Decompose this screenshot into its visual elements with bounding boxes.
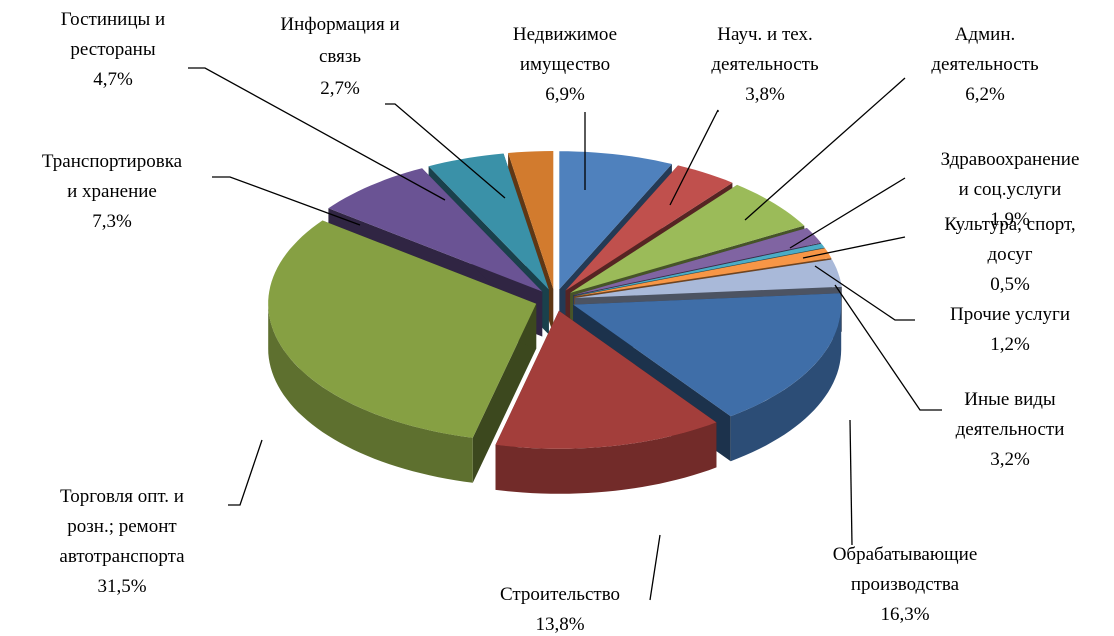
label-line: Иные виды	[964, 389, 1056, 410]
slice-label: Транспортировка и хранение	[42, 151, 183, 202]
slice-top	[268, 220, 537, 438]
slice-top	[570, 184, 805, 293]
slice-top	[508, 151, 554, 289]
label-line: Админ.	[955, 24, 1016, 45]
leader-line	[649, 534, 661, 601]
slice-wall	[472, 303, 537, 483]
value-label: 1,2%	[990, 334, 1030, 355]
label-line: Науч. и тех.	[717, 24, 812, 45]
leader-line	[744, 77, 906, 221]
value-label: 3,8%	[745, 84, 785, 105]
slice-top	[559, 151, 672, 290]
value-label: 13,8%	[535, 614, 584, 635]
slice-top	[495, 310, 717, 449]
label-line: деятельности	[956, 419, 1065, 440]
label-line: Гостиницы и	[61, 9, 165, 30]
leader-line	[228, 439, 263, 506]
label-line: деятельность	[931, 54, 1039, 75]
leader-line	[802, 236, 906, 259]
slice-top	[565, 165, 733, 291]
slice-label: Обрабатывающие производства	[833, 544, 978, 595]
leader-line	[849, 419, 853, 546]
leader-line	[789, 177, 906, 249]
slice-label: Строительство	[500, 584, 620, 605]
label-line: досуг	[987, 244, 1032, 265]
label-line: розн.; ремонт	[67, 516, 177, 537]
label-line: и хранение	[67, 181, 157, 202]
value-label: 4,7%	[93, 69, 133, 90]
leader-line	[212, 176, 361, 226]
slice-side	[730, 304, 842, 462]
slice	[495, 310, 717, 494]
slice-top	[574, 259, 842, 298]
label-line: Прочие услуги	[950, 304, 1070, 325]
value-label: 1,9%	[990, 209, 1030, 230]
value-label: 7,3%	[92, 211, 132, 232]
slice	[268, 220, 537, 483]
slice-top	[328, 168, 543, 292]
slice-top	[574, 248, 832, 297]
leader-line	[814, 265, 915, 321]
label-line: и соц.услуги	[959, 179, 1062, 200]
leader-line	[834, 284, 942, 411]
value-label: 3,2%	[990, 449, 1030, 470]
label-line: Строительство	[500, 584, 620, 605]
label-line: Недвижимое	[513, 24, 617, 45]
slice-label: Админ. деятельность	[931, 24, 1039, 75]
leader-line	[669, 109, 719, 206]
slice-label: Прочие услуги	[950, 304, 1070, 325]
leader-line	[188, 67, 446, 201]
slice-top	[573, 243, 825, 296]
label-line: Транспортировка	[42, 151, 183, 172]
label-line: автотранспорта	[59, 546, 185, 567]
label-line: связь	[319, 46, 361, 67]
label-line: Здравоохранение	[941, 149, 1080, 170]
label-line: Торговля опт. и	[60, 486, 184, 507]
slice-label: Торговля опт. и розн.; ремонт автотранспор…	[59, 486, 185, 567]
label-line: имущество	[520, 54, 610, 75]
value-label: 0,5%	[990, 274, 1030, 295]
slice-label: Культура, спорт, досуг	[944, 214, 1075, 265]
slice-side	[268, 303, 473, 483]
value-label: 16,3%	[880, 604, 929, 625]
label-line: Информация и	[280, 14, 399, 35]
label-line: производства	[851, 574, 960, 595]
value-label: 6,9%	[545, 84, 585, 105]
label-line: рестораны	[70, 39, 155, 60]
slice-top	[573, 293, 842, 417]
value-label: 31,5%	[97, 576, 146, 597]
slice-label: Информация и связь	[280, 14, 399, 67]
slice-label: Здравоохранение и соц.услуги	[941, 149, 1080, 200]
label-line: деятельность	[711, 54, 819, 75]
slice-top	[573, 228, 821, 296]
slice-label: Науч. и тех. деятельность	[711, 24, 819, 75]
value-label: 6,2%	[965, 84, 1005, 105]
slice-top	[428, 153, 549, 290]
label-line: Обрабатывающие	[833, 544, 978, 565]
value-label: 2,7%	[320, 78, 360, 99]
slice-label: Недвижимое имущество	[513, 24, 617, 75]
leader-line	[385, 103, 506, 199]
label-line: Культура, спорт,	[944, 214, 1075, 235]
slice-label: Гостиницы и рестораны	[61, 9, 165, 60]
slice-label: Иные виды деятельности	[956, 389, 1065, 440]
slice-side	[495, 422, 717, 494]
